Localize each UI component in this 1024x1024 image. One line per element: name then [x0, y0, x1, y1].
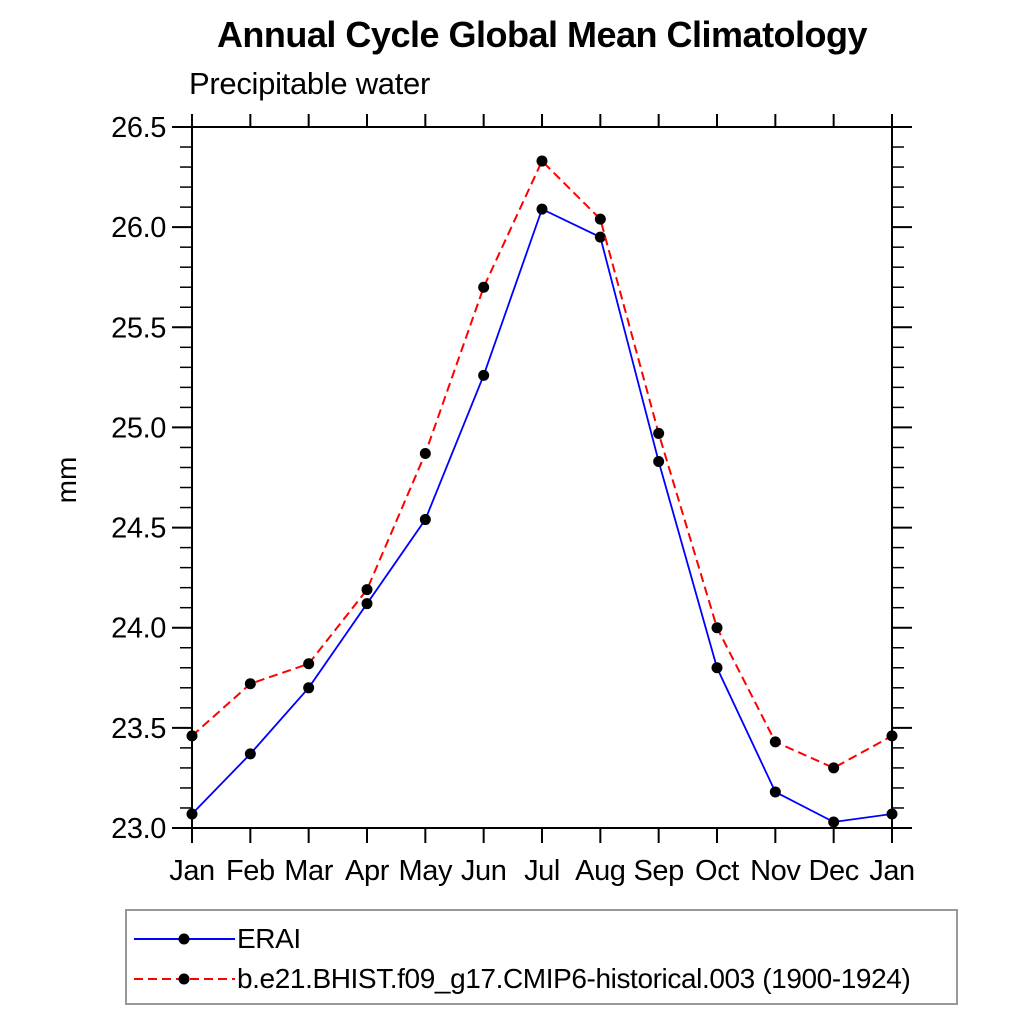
data-point-marker: [303, 658, 315, 670]
data-point-marker: [244, 748, 256, 760]
x-tick-label: Nov: [750, 855, 801, 887]
data-point-marker: [244, 678, 256, 690]
data-point-marker: [303, 682, 315, 694]
x-tick-label: May: [399, 855, 453, 887]
data-point-marker: [828, 816, 840, 828]
x-tick-label: Dec: [808, 855, 858, 887]
y-axis-label: mm: [51, 457, 82, 504]
y-tick-label: 26.5: [111, 112, 166, 144]
data-point-marker: [886, 808, 898, 820]
x-tick-label: Oct: [695, 855, 739, 887]
data-point-marker: [186, 730, 198, 742]
y-tick-label: 25.5: [111, 312, 166, 344]
data-point-marker: [361, 598, 373, 610]
data-point-marker: [361, 584, 373, 596]
data-point-marker: [828, 762, 840, 774]
x-tick-label: Jan: [169, 855, 215, 887]
y-tick-label: 24.0: [111, 613, 166, 645]
data-point-marker: [769, 786, 781, 798]
legend-label: b.e21.BHIST.f09_g17.CMIP6-historical.003…: [237, 963, 911, 994]
legend-marker-dot: [178, 933, 190, 945]
x-tick-label: Aug: [575, 855, 625, 887]
data-point-marker: [186, 808, 198, 820]
x-tick-label: Jan: [869, 855, 915, 887]
data-point-marker: [419, 514, 431, 526]
legend-item-model: b.e21.BHIST.f09_g17.CMIP6-historical.003…: [132, 959, 911, 999]
data-point-marker: [536, 203, 548, 215]
chart-title: Annual Cycle Global Mean Climatology: [216, 14, 868, 55]
y-tick-label: 23.5: [111, 713, 166, 745]
x-tick-label: Jul: [524, 855, 560, 887]
x-tick-label: Apr: [345, 855, 390, 887]
data-point-marker: [653, 455, 665, 467]
series-line-erai: [191, 207, 893, 823]
legend-label: ERAI: [237, 923, 301, 954]
legend-line-sample: [134, 973, 235, 985]
data-point-marker: [419, 447, 431, 459]
data-point-marker: [594, 231, 606, 243]
axes-frame: [191, 126, 893, 829]
data-point-marker: [594, 213, 606, 225]
x-tick-label: Mar: [284, 855, 333, 887]
data-point-marker: [653, 427, 665, 439]
y-tick-label: 25.0: [111, 412, 166, 444]
data-point-marker: [711, 662, 723, 674]
data-point-marker: [769, 736, 781, 748]
data-point-marker: [886, 730, 898, 742]
y-tick-label: 26.0: [111, 212, 166, 244]
y-tick-label: 24.5: [111, 513, 166, 545]
x-tick-label: Feb: [226, 855, 275, 887]
data-point-marker: [478, 369, 490, 381]
data-point-marker: [711, 622, 723, 634]
legend-marker-dot: [178, 973, 190, 985]
data-point-marker: [478, 281, 490, 293]
chart-subtitle: Precipitable water: [189, 66, 430, 101]
legend-line-sample: [134, 933, 235, 945]
x-tick-label: Sep: [633, 855, 683, 887]
series-line-model: [191, 159, 893, 770]
x-tick-label: Jun: [461, 855, 507, 887]
y-tick-label: 23.0: [111, 813, 166, 845]
legend-item-erai: ERAI: [132, 919, 301, 959]
data-point-marker: [536, 155, 548, 167]
legend: ERAI b.e21.BHIST.f09_g17.CMIP6-historical…: [125, 909, 958, 1005]
